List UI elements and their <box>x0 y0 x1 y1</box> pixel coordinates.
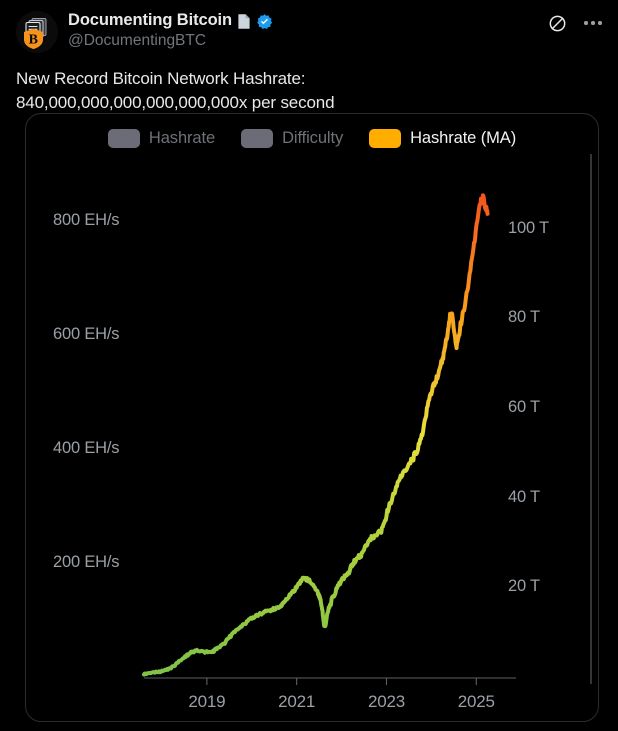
header-actions <box>546 12 604 34</box>
chart-legend: Hashrate Difficulty Hashrate (MA) <box>26 129 598 148</box>
more-options-icon[interactable] <box>582 12 604 34</box>
legend-item-hashrate[interactable]: Hashrate <box>107 129 216 148</box>
legend-label-difficulty: Difficulty <box>282 129 344 147</box>
legend-item-hashrate-ma[interactable]: Hashrate (MA) <box>369 129 516 148</box>
y-axis-tick-right: 80 T <box>508 308 540 327</box>
display-name[interactable]: Documenting Bitcoin <box>68 11 233 29</box>
chart-card[interactable]: Hashrate Difficulty Hashrate (MA) 200 EH… <box>25 113 599 722</box>
account-handle[interactable]: @DocumentingBTC <box>68 31 207 49</box>
y-axis-tick-right: 60 T <box>508 398 540 417</box>
y-axis-tick-right: 20 T <box>508 577 540 596</box>
account-names: Documenting Bitcoin @DocumentingBTC <box>68 10 273 50</box>
dot <box>591 21 595 25</box>
grok-icon[interactable] <box>546 12 568 34</box>
chart-plot-area <box>26 114 598 721</box>
legend-swatch-hashrate-ma <box>369 129 402 148</box>
y-axis-tick-right: 100 T <box>508 218 549 237</box>
y-axis-tick-right: 40 T <box>508 487 540 506</box>
dot <box>598 21 602 25</box>
y-axis-tick-left: 800 EH/s <box>53 210 120 229</box>
x-axis-tick: 2025 <box>457 692 495 711</box>
x-axis-tick: 2023 <box>367 692 405 711</box>
x-axis-tick: 2019 <box>188 692 226 711</box>
legend-swatch-difficulty <box>241 129 274 148</box>
legend-label-hashrate: Hashrate <box>148 129 216 147</box>
y-axis-tick-left: 200 EH/s <box>53 552 120 571</box>
avatar[interactable]: B <box>16 11 58 53</box>
legend-swatch-hashrate <box>107 129 140 148</box>
y-axis-tick-left: 600 EH/s <box>53 324 120 343</box>
legend-item-difficulty[interactable]: Difficulty <box>241 129 343 148</box>
legend-label-hashrate-ma: Hashrate (MA) <box>410 129 517 147</box>
page-emoji <box>236 13 252 30</box>
y-axis-tick-left: 400 EH/s <box>53 438 120 457</box>
dot <box>584 21 588 25</box>
verified-badge-icon <box>256 13 273 30</box>
more-dots <box>584 21 602 25</box>
x-axis-tick: 2021 <box>278 692 316 711</box>
display-name-line: Documenting Bitcoin <box>68 11 273 30</box>
tweet-text: New Record Bitcoin Network Hashrate: 840… <box>16 69 335 112</box>
svg-text:B: B <box>29 33 38 48</box>
tweet-header: B Documenting Bitcoin <box>16 10 602 58</box>
